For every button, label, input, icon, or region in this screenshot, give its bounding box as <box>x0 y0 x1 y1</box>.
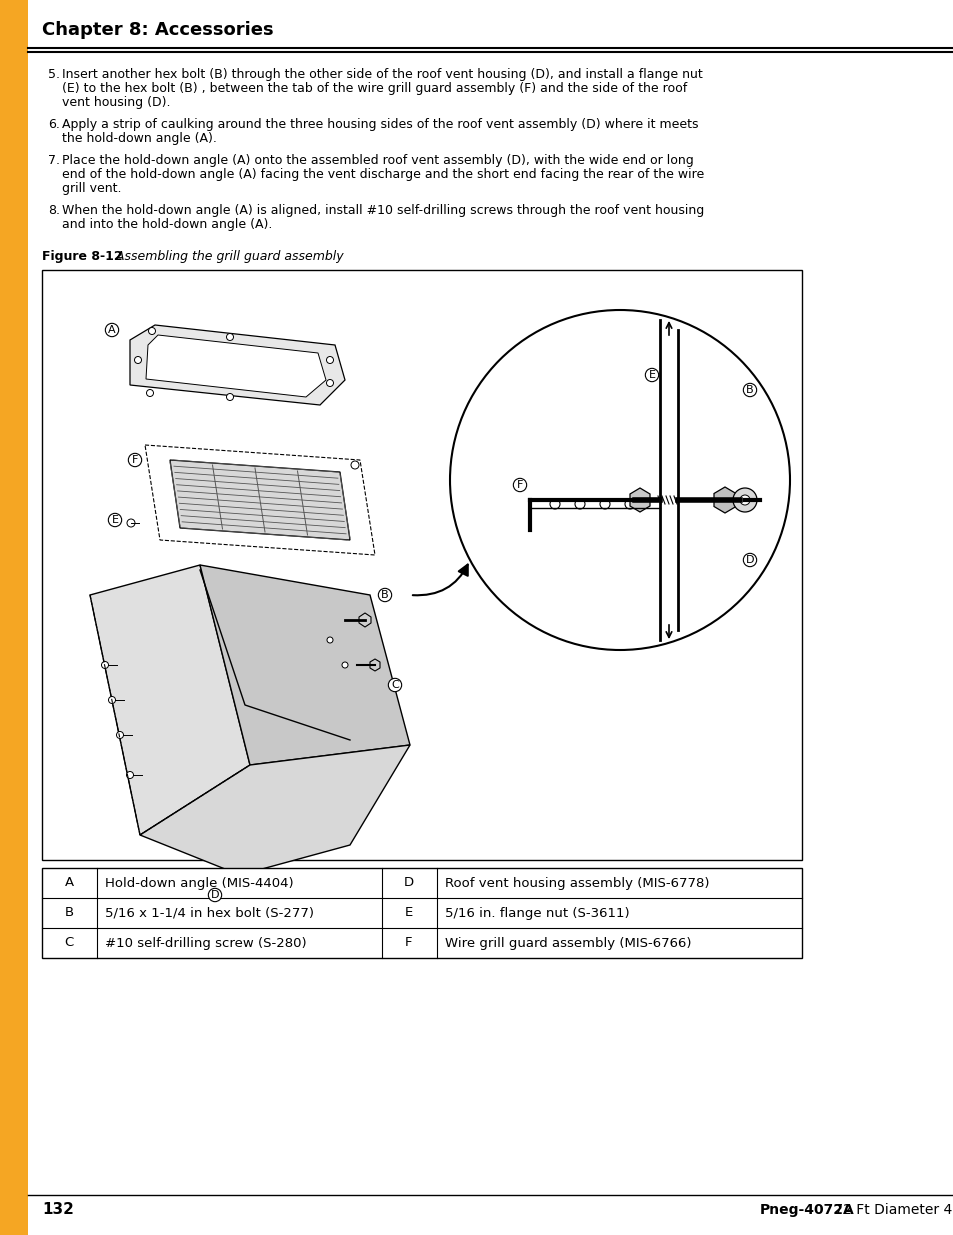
Polygon shape <box>358 613 371 627</box>
Polygon shape <box>170 459 350 540</box>
Text: 6.: 6. <box>48 119 60 131</box>
Circle shape <box>101 662 109 668</box>
Polygon shape <box>146 335 326 396</box>
Circle shape <box>599 499 609 509</box>
Bar <box>0 0 28 1235</box>
Text: B: B <box>745 385 753 395</box>
Text: D: D <box>211 890 219 900</box>
Text: Hold-down angle (MIS-4404): Hold-down angle (MIS-4404) <box>105 877 294 889</box>
Text: Place the hold-down angle (A) onto the assembled roof vent assembly (D), with th: Place the hold-down angle (A) onto the a… <box>62 154 693 167</box>
Bar <box>42 868 801 958</box>
Text: A: A <box>65 877 73 889</box>
Text: Roof vent housing assembly (MIS-6778): Roof vent housing assembly (MIS-6778) <box>444 877 709 889</box>
Circle shape <box>127 519 135 527</box>
Text: Chapter 8: Accessories: Chapter 8: Accessories <box>42 21 274 40</box>
Circle shape <box>116 731 123 739</box>
Text: When the hold-down angle (A) is aligned, install #10 self-drilling screws throug: When the hold-down angle (A) is aligned,… <box>62 204 703 217</box>
Text: D: D <box>403 877 414 889</box>
Text: Figure 8-12: Figure 8-12 <box>42 249 123 263</box>
Text: and into the hold-down angle (A).: and into the hold-down angle (A). <box>62 219 273 231</box>
Circle shape <box>109 697 115 704</box>
Polygon shape <box>629 488 649 513</box>
Circle shape <box>149 327 155 335</box>
Text: grill vent.: grill vent. <box>62 182 121 195</box>
Text: E: E <box>648 370 655 380</box>
Circle shape <box>147 389 153 396</box>
Text: E: E <box>404 906 413 920</box>
Text: 8.: 8. <box>48 204 60 217</box>
Circle shape <box>326 357 334 363</box>
Polygon shape <box>370 659 379 671</box>
Circle shape <box>450 310 789 650</box>
Polygon shape <box>130 325 345 405</box>
Text: C: C <box>64 936 73 950</box>
Text: 5/16 x 1-1/4 in hex bolt (S-277): 5/16 x 1-1/4 in hex bolt (S-277) <box>105 906 314 920</box>
Polygon shape <box>145 445 375 555</box>
Text: 7.: 7. <box>48 154 60 167</box>
Bar <box>42 270 801 860</box>
Text: C: C <box>391 680 398 690</box>
Circle shape <box>575 499 584 509</box>
Text: E: E <box>112 515 118 525</box>
Circle shape <box>127 772 133 778</box>
FancyArrowPatch shape <box>413 564 467 595</box>
Text: the hold-down angle (A).: the hold-down angle (A). <box>62 132 216 144</box>
Text: (E) to the hex bolt (B) , between the tab of the wire grill guard assembly (F) a: (E) to the hex bolt (B) , between the ta… <box>62 82 686 95</box>
Text: B: B <box>65 906 73 920</box>
Text: vent housing (D).: vent housing (D). <box>62 96 171 109</box>
Circle shape <box>326 379 334 387</box>
Circle shape <box>740 495 749 505</box>
Polygon shape <box>90 564 250 835</box>
Text: 132: 132 <box>42 1203 73 1218</box>
Text: D: D <box>745 555 754 564</box>
Text: Insert another hex bolt (B) through the other side of the roof vent housing (D),: Insert another hex bolt (B) through the … <box>62 68 702 82</box>
Text: F: F <box>405 936 413 950</box>
Circle shape <box>226 333 233 341</box>
Text: Assembling the grill guard assembly: Assembling the grill guard assembly <box>112 249 343 263</box>
Text: 5.: 5. <box>48 68 60 82</box>
Text: #10 self-drilling screw (S-280): #10 self-drilling screw (S-280) <box>105 936 306 950</box>
Circle shape <box>226 394 233 400</box>
Text: Apply a strip of caulking around the three housing sides of the roof vent assemb: Apply a strip of caulking around the thr… <box>62 119 698 131</box>
Polygon shape <box>713 487 735 513</box>
Circle shape <box>351 461 358 469</box>
Polygon shape <box>200 564 410 764</box>
Polygon shape <box>140 745 410 876</box>
Text: 5/16 in. flange nut (S-3611): 5/16 in. flange nut (S-3611) <box>444 906 629 920</box>
Text: B: B <box>381 590 389 600</box>
Text: F: F <box>132 454 138 466</box>
Circle shape <box>134 357 141 363</box>
Text: Pneg-4072A: Pneg-4072A <box>760 1203 854 1216</box>
Circle shape <box>732 488 757 513</box>
Circle shape <box>327 637 333 643</box>
Text: end of the hold-down angle (A) facing the vent discharge and the short end facin: end of the hold-down angle (A) facing th… <box>62 168 703 182</box>
Text: Wire grill guard assembly (MIS-6766): Wire grill guard assembly (MIS-6766) <box>444 936 691 950</box>
Circle shape <box>550 499 559 509</box>
Circle shape <box>624 499 635 509</box>
Circle shape <box>341 662 348 668</box>
Text: 72 Ft Diameter 40-Series Bin: 72 Ft Diameter 40-Series Bin <box>829 1203 953 1216</box>
Text: A: A <box>108 325 115 335</box>
Text: F: F <box>517 480 522 490</box>
